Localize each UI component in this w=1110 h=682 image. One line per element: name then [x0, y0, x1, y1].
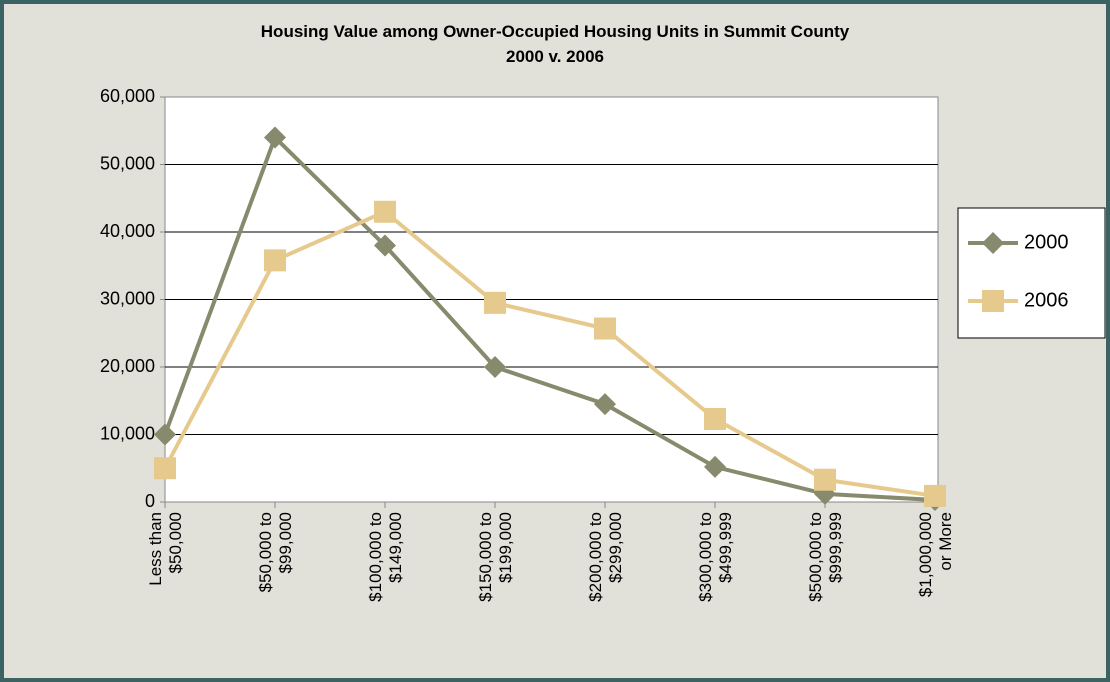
- x-tick-label-line: $100,000 to: [366, 512, 385, 602]
- y-tick-label: 10,000: [100, 423, 155, 443]
- legend-box: [957, 207, 1106, 339]
- marker: [484, 291, 506, 314]
- marker: [814, 468, 836, 491]
- marker: [924, 484, 946, 507]
- marker: [154, 457, 176, 480]
- x-tick-label-line: Less than: [146, 512, 165, 586]
- x-tick-label: $100,000 to$149,000: [366, 512, 405, 602]
- x-tick-label: $1,000,000or More: [916, 512, 955, 597]
- x-tick-label-line: $200,000 to: [586, 512, 605, 602]
- x-tick-label: $150,000 to$199,000: [476, 512, 515, 602]
- x-tick-label-line: $1,000,000: [916, 512, 935, 597]
- marker: [982, 290, 1004, 312]
- x-tick-label-line: $99,000: [276, 512, 295, 573]
- marker: [264, 126, 286, 149]
- marker: [264, 249, 286, 272]
- x-tick-label: $300,000 to$499,999: [696, 512, 735, 602]
- series-line: [163, 209, 936, 498]
- legend-label: 2000: [1024, 231, 1069, 253]
- marker: [704, 407, 726, 430]
- legend-label: 2006: [1024, 289, 1069, 311]
- x-tick-label: $50,000 to$99,000: [256, 512, 295, 592]
- y-tick-label: 60,000: [100, 86, 155, 106]
- y-tick-label: 0: [145, 491, 155, 511]
- y-tick-label: 50,000: [100, 153, 155, 173]
- marker: [982, 232, 1004, 254]
- x-tick-label-line: $199,000: [496, 512, 515, 583]
- x-tick-label: $500,000 to$999,999: [806, 512, 845, 602]
- x-tick-label-line: $500,000 to: [806, 512, 825, 602]
- marker: [374, 234, 396, 257]
- x-tick-label-line: $149,000: [386, 512, 405, 583]
- marker: [594, 317, 616, 340]
- x-tick-label-line: $50,000 to: [256, 512, 275, 592]
- y-tick-label: 40,000: [100, 221, 155, 241]
- x-tick-label-line: $299,000: [606, 512, 625, 583]
- marker: [374, 200, 396, 223]
- x-tick-label-line: or More: [936, 512, 955, 571]
- marker: [704, 455, 726, 478]
- x-tick-label-line: $499,999: [716, 512, 735, 583]
- chart-title: Housing Value among Owner-Occupied Housi…: [261, 22, 850, 41]
- marker: [484, 356, 506, 378]
- x-tick-label: Less than$50,000: [146, 512, 185, 586]
- x-tick-label-line: $300,000 to: [696, 512, 715, 602]
- x-tick-label-line: $999,999: [826, 512, 845, 583]
- series-line: [163, 133, 936, 502]
- marker: [594, 393, 616, 416]
- x-tick-label-line: $50,000: [166, 512, 185, 573]
- y-tick-label: 20,000: [100, 356, 155, 376]
- y-tick-label: 30,000: [100, 288, 155, 308]
- chart-title: 2000 v. 2006: [506, 47, 604, 66]
- x-tick-label: $200,000 to$299,000: [586, 512, 625, 602]
- x-tick-label-line: $150,000 to: [476, 512, 495, 602]
- marker: [154, 423, 176, 446]
